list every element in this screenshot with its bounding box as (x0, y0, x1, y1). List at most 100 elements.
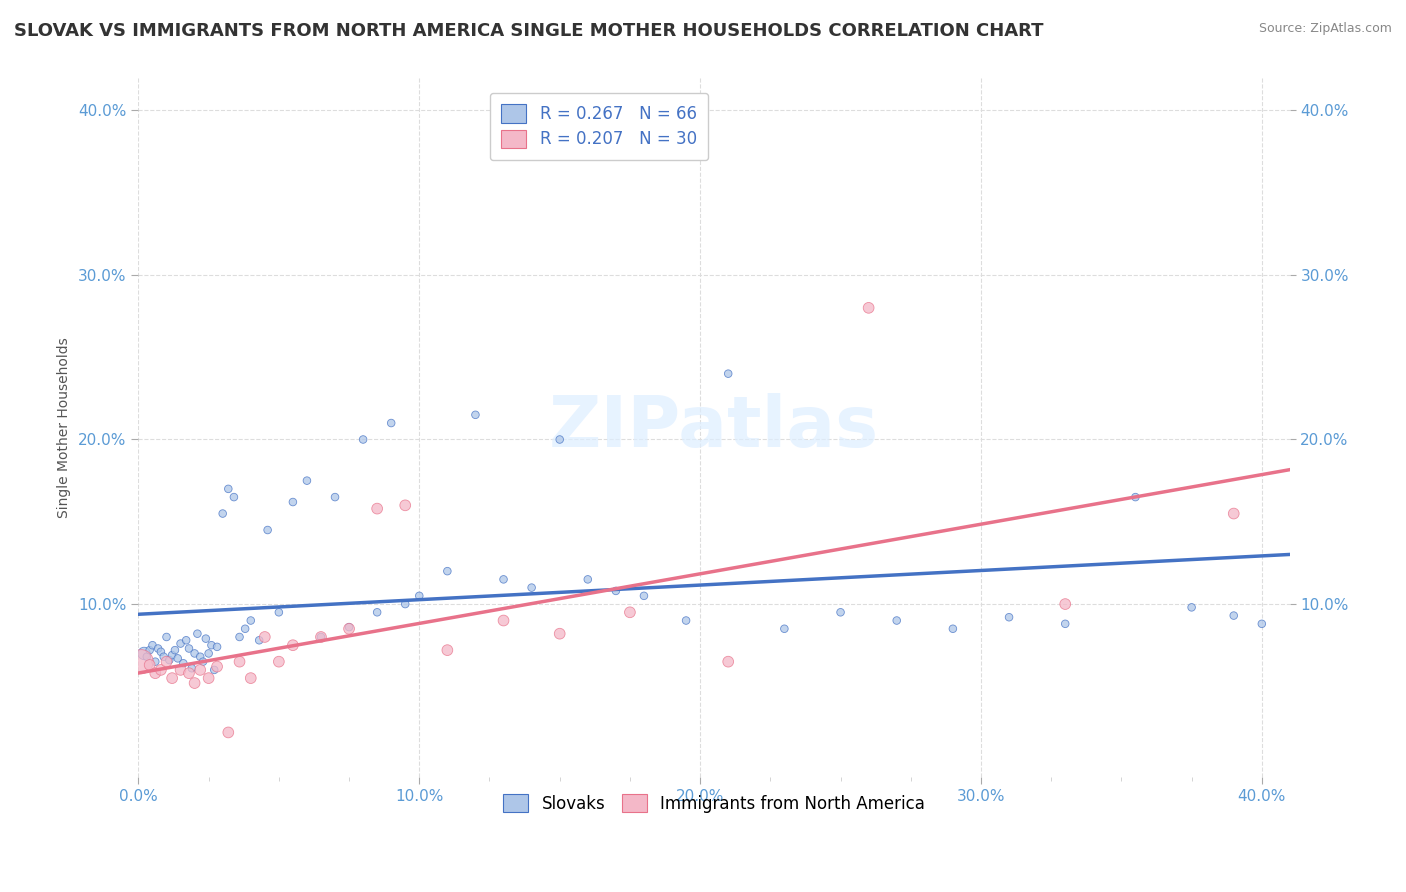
Point (675, 614, 697, 628)
Point (309, 630, 332, 644)
Point (520, 581, 543, 595)
Point (548, 626, 571, 640)
Point (492, 573, 515, 587)
Point (295, 474, 318, 488)
Point (267, 605, 290, 619)
Point (492, 614, 515, 628)
Point (1054, 616, 1077, 631)
Point (166, 651, 188, 665)
Point (138, 657, 160, 672)
Point (394, 499, 416, 513)
Point (576, 573, 599, 587)
Point (132, 647, 155, 661)
Point (172, 657, 194, 671)
Point (619, 605, 641, 619)
Point (202, 663, 225, 677)
Point (149, 645, 172, 659)
Text: ZIPatlas: ZIPatlas (550, 392, 879, 462)
Point (141, 638, 163, 652)
Point (253, 630, 276, 644)
Point (436, 643, 458, 657)
Point (247, 633, 270, 648)
Point (169, 663, 191, 677)
Point (205, 659, 228, 673)
Point (267, 655, 290, 669)
Point (717, 655, 740, 669)
Point (180, 661, 202, 675)
Point (366, 605, 388, 619)
Point (217, 482, 239, 496)
Point (323, 490, 346, 504)
Point (160, 648, 183, 662)
Point (222, 490, 245, 504)
Point (256, 523, 278, 537)
Point (155, 630, 177, 644)
Y-axis label: Single Mother Households: Single Mother Households (58, 337, 72, 517)
Point (217, 725, 239, 739)
Point (138, 643, 160, 657)
Point (281, 495, 304, 509)
Point (1222, 507, 1244, 521)
Point (1181, 600, 1204, 615)
Point (188, 649, 211, 664)
Point (228, 630, 250, 644)
Point (239, 614, 262, 628)
Point (239, 671, 262, 685)
Point (129, 655, 152, 669)
Legend: Slovaks, Immigrants from North America: Slovaks, Immigrants from North America (492, 782, 936, 824)
Point (1250, 616, 1272, 631)
Point (183, 647, 205, 661)
Point (228, 655, 250, 669)
Text: Source: ZipAtlas.com: Source: ZipAtlas.com (1258, 22, 1392, 36)
Point (394, 597, 416, 611)
Point (436, 564, 458, 578)
Point (143, 666, 166, 681)
Point (197, 671, 219, 685)
Point (183, 676, 205, 690)
Point (157, 653, 180, 667)
Point (1125, 490, 1147, 504)
Point (149, 663, 172, 677)
Point (163, 643, 186, 657)
Text: SLOVAK VS IMMIGRANTS FROM NORTH AMERICA SINGLE MOTHER HOUSEHOLDS CORRELATION CHA: SLOVAK VS IMMIGRANTS FROM NORTH AMERICA … (14, 22, 1043, 40)
Point (205, 640, 228, 654)
Point (169, 636, 191, 650)
Point (998, 610, 1021, 624)
Point (1222, 608, 1244, 623)
Point (352, 433, 374, 447)
Point (177, 641, 200, 656)
Point (160, 671, 183, 685)
Point (177, 666, 200, 681)
Point (380, 416, 402, 430)
Point (464, 408, 486, 422)
Point (174, 633, 197, 648)
Point (366, 501, 388, 516)
Point (1054, 597, 1077, 611)
Point (281, 638, 304, 652)
Point (717, 367, 740, 381)
Point (337, 620, 360, 634)
Point (186, 626, 208, 640)
Point (773, 622, 796, 636)
Point (197, 647, 219, 661)
Point (942, 622, 965, 636)
Point (886, 614, 908, 628)
Point (830, 605, 852, 619)
Point (309, 630, 332, 644)
Point (188, 663, 211, 677)
Point (605, 583, 627, 598)
Point (233, 622, 256, 636)
Point (135, 649, 157, 664)
Point (155, 655, 177, 669)
Point (143, 655, 166, 669)
Point (194, 632, 217, 646)
Point (633, 589, 655, 603)
Point (408, 589, 430, 603)
Point (200, 638, 222, 652)
Point (548, 433, 571, 447)
Point (211, 507, 233, 521)
Point (337, 622, 360, 636)
Point (146, 641, 169, 656)
Point (191, 655, 214, 669)
Point (152, 649, 174, 664)
